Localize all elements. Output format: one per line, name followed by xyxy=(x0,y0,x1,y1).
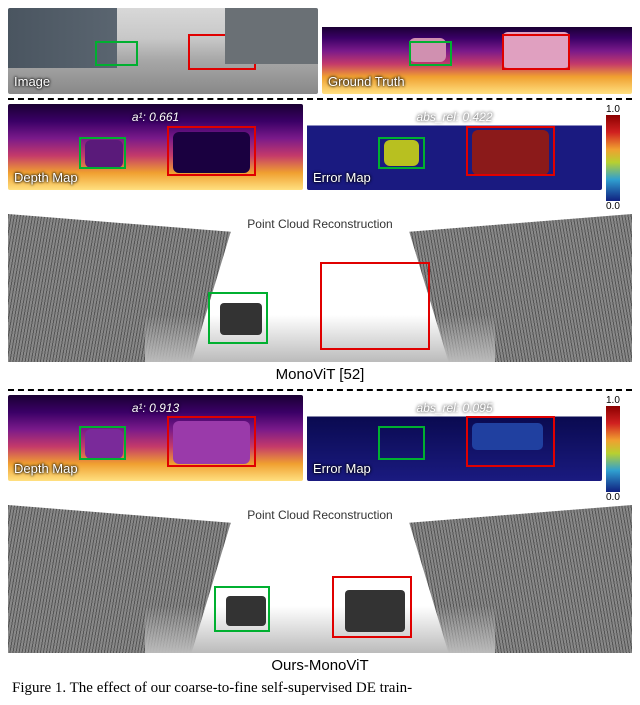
box-red xyxy=(466,416,555,468)
ground-truth-panel: Ground Truth xyxy=(322,8,632,94)
box-green xyxy=(79,137,126,170)
cb-bottom: 0.0 xyxy=(606,492,620,503)
method-b-maps-row: a¹: 0.913 Depth Map abs_rel: 0.095 Error… xyxy=(8,395,632,503)
method-a-error-panel: abs_rel: 0.422 Error Map xyxy=(307,104,602,190)
cb-bottom: 0.0 xyxy=(606,201,620,212)
method-a-maps-row: a¹: 0.661 Depth Map abs_rel: 0.422 Error… xyxy=(8,104,632,212)
method-a-pointcloud: Point Cloud Reconstruction xyxy=(8,214,632,362)
metric-absrel: abs_rel: 0.422 xyxy=(416,110,492,124)
box-red xyxy=(167,126,256,176)
figure-caption: Figure 1. The effect of our coarse-to-fi… xyxy=(8,680,632,697)
box-red xyxy=(502,34,570,70)
separator xyxy=(8,389,632,391)
colorbar xyxy=(606,406,620,492)
colorbar-wrap: 1.0 0.0 xyxy=(606,395,632,503)
pc-label: Point Cloud Reconstruction xyxy=(247,217,392,231)
gt-label: Ground Truth xyxy=(328,74,405,89)
figure-1: Image Ground Truth a¹: 0.661 Depth Map a… xyxy=(0,0,640,705)
image-label: Image xyxy=(14,74,50,89)
box-red xyxy=(167,416,256,468)
pc-label: Point Cloud Reconstruction xyxy=(247,508,392,522)
metric-a1: a¹: 0.913 xyxy=(132,401,179,415)
box-green xyxy=(378,426,425,460)
method-b-error-panel: abs_rel: 0.095 Error Map xyxy=(307,395,602,481)
depth-label: Depth Map xyxy=(14,170,78,185)
box-green xyxy=(378,137,425,170)
box-red xyxy=(466,126,555,176)
method-b-title: Ours-MonoViT xyxy=(8,657,632,674)
method-a-depth-panel: a¹: 0.661 Depth Map xyxy=(8,104,303,190)
box-red xyxy=(320,262,430,350)
box-red xyxy=(188,34,256,70)
metric-absrel: abs_rel: 0.095 xyxy=(416,401,492,415)
method-b-depth-panel: a¹: 0.913 Depth Map xyxy=(8,395,303,481)
method-b-pointcloud: Point Cloud Reconstruction xyxy=(8,505,632,653)
depth-label: Depth Map xyxy=(14,461,78,476)
box-green xyxy=(409,41,452,67)
input-image-panel: Image xyxy=(8,8,318,94)
error-label: Error Map xyxy=(313,170,371,185)
separator xyxy=(8,98,632,100)
box-red xyxy=(332,576,412,638)
box-green xyxy=(214,586,270,632)
cb-top: 1.0 xyxy=(606,395,620,406)
top-row: Image Ground Truth xyxy=(8,8,632,94)
box-green xyxy=(79,426,126,460)
colorbar xyxy=(606,115,620,201)
error-label: Error Map xyxy=(313,461,371,476)
box-green xyxy=(208,292,268,344)
cb-top: 1.0 xyxy=(606,104,620,115)
pc-ground xyxy=(145,606,494,653)
colorbar-wrap: 1.0 0.0 xyxy=(606,104,632,212)
metric-a1: a¹: 0.661 xyxy=(132,110,179,124)
box-green xyxy=(95,41,138,67)
method-a-title: MonoViT [52] xyxy=(8,366,632,383)
